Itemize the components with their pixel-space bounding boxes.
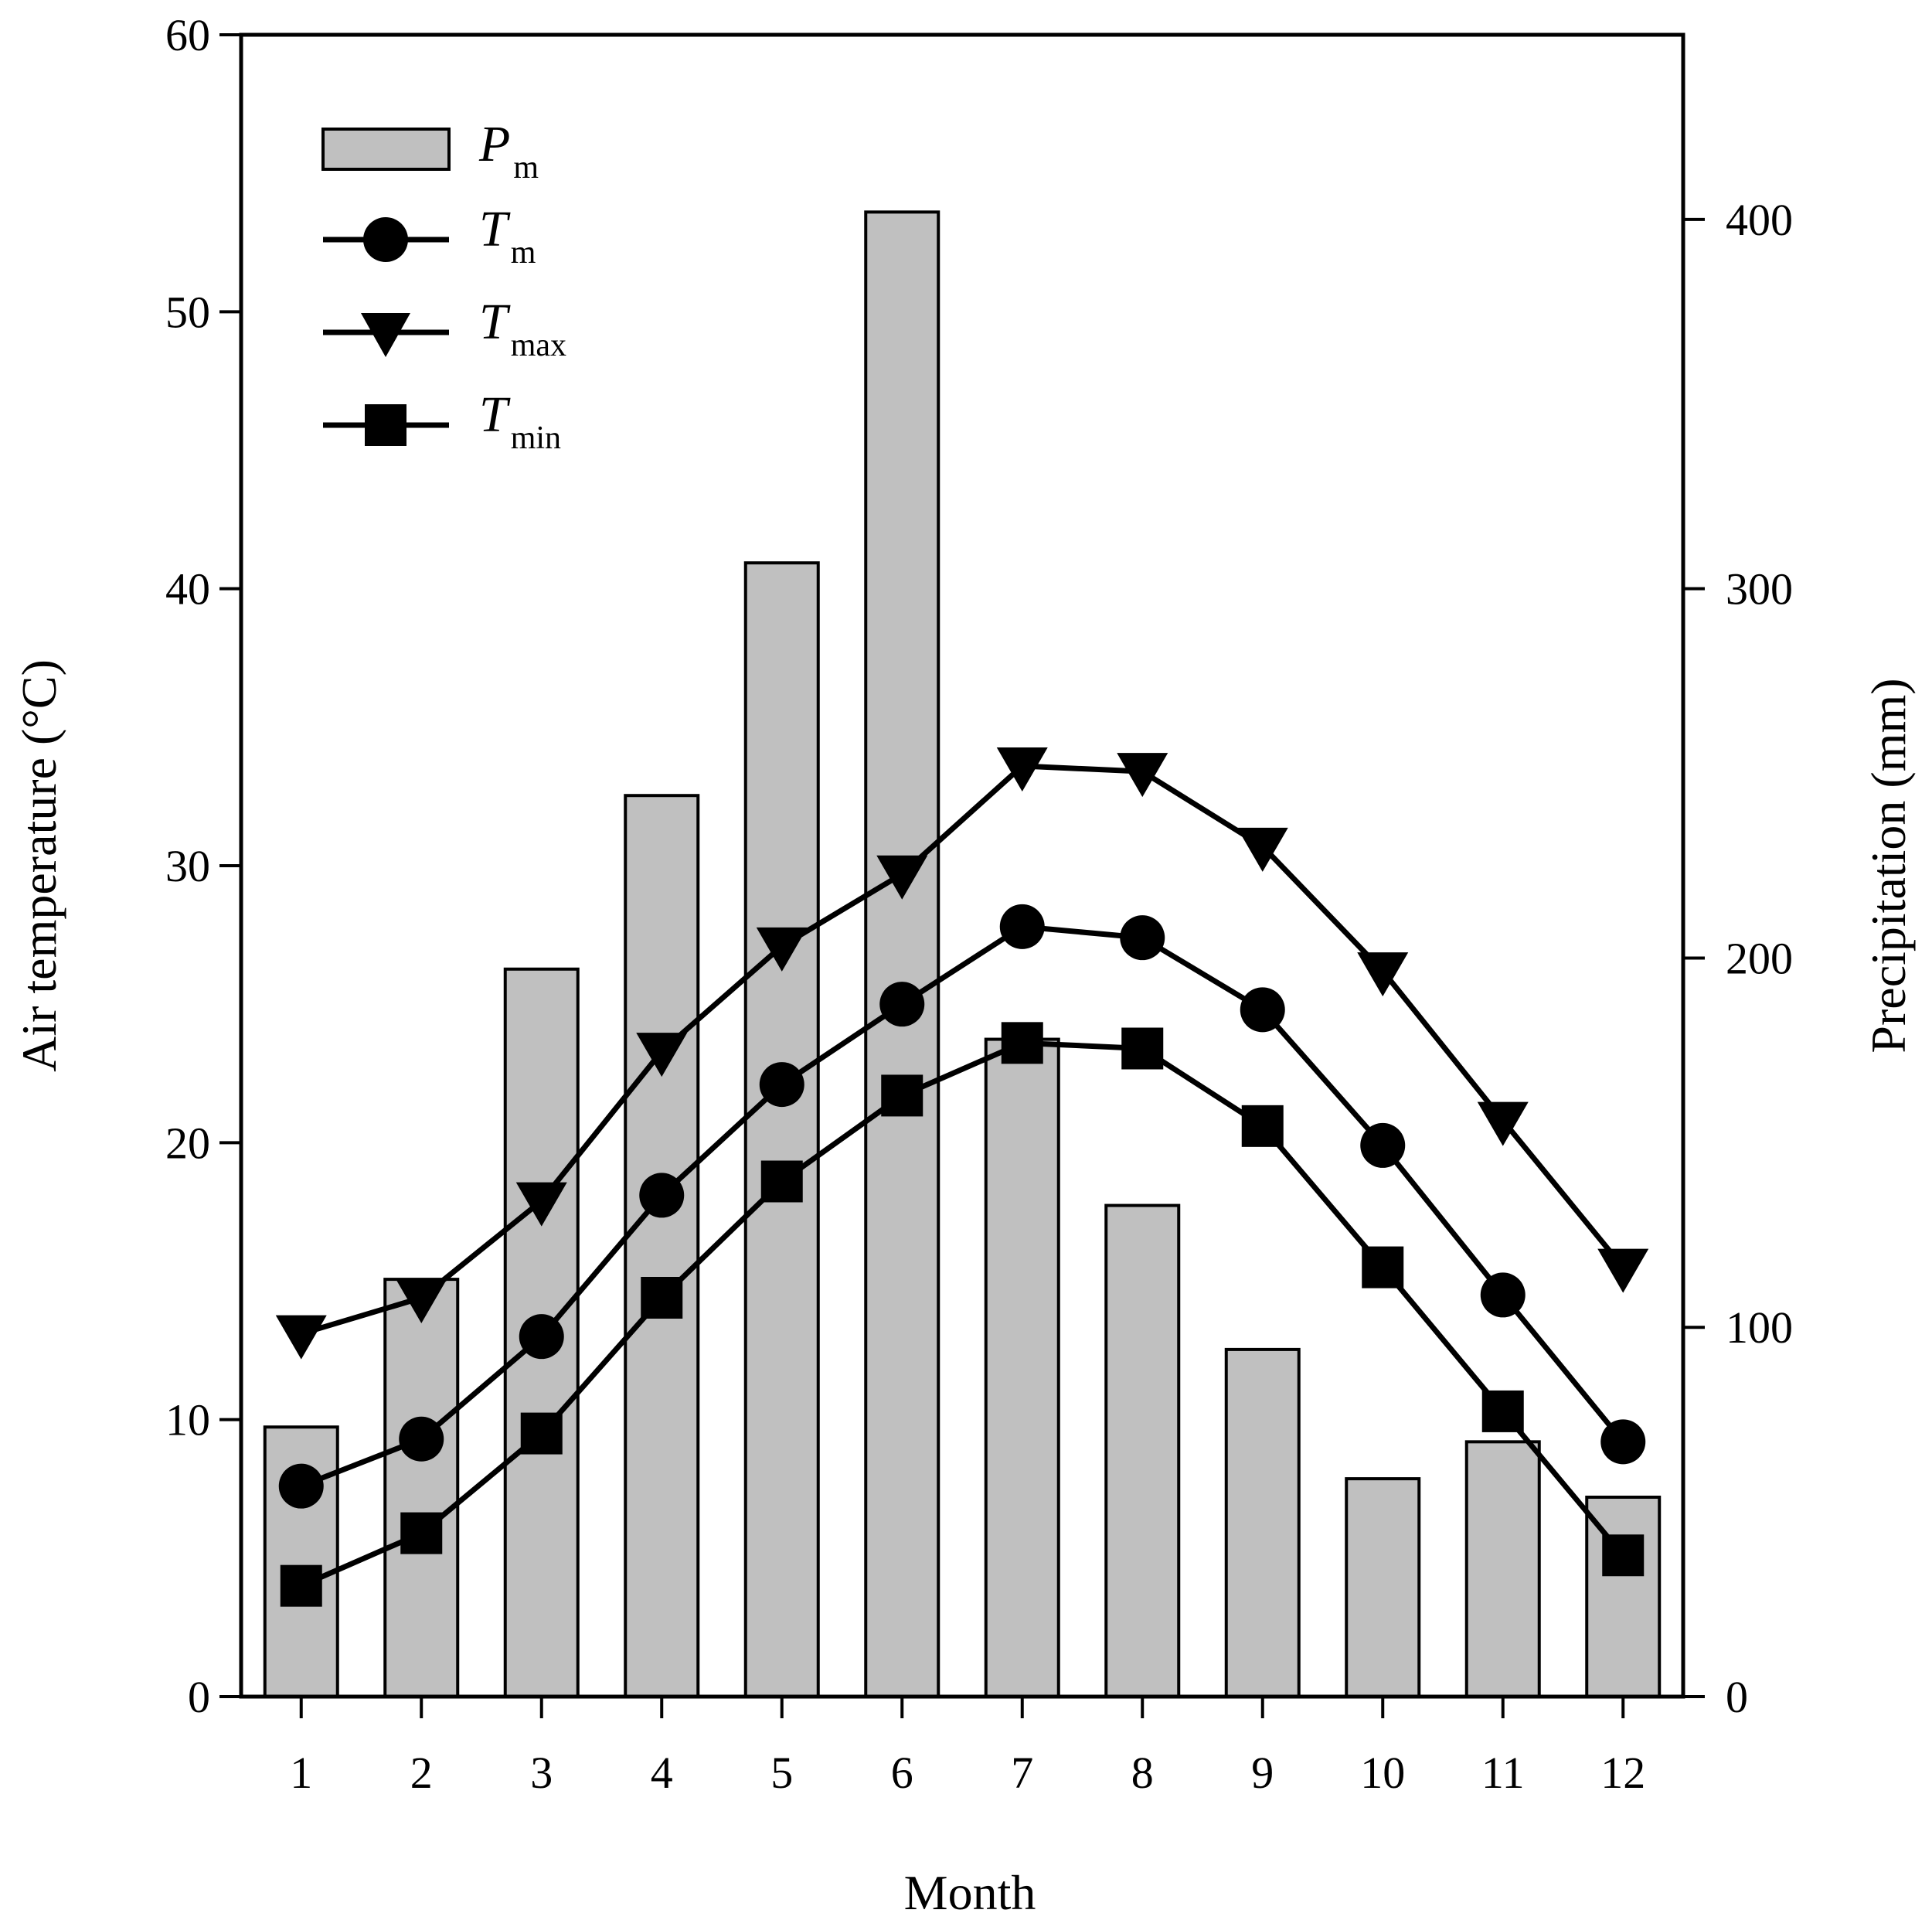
x-tick-label-3: 3 [530,1748,553,1798]
marker-tmax-month-3 [515,1182,567,1227]
marker-tmin-month-11 [1481,1390,1524,1432]
marker-tmax-month-12 [1597,1248,1649,1293]
x-tick-label-4: 4 [651,1748,673,1798]
bar-pm-month-9 [1224,1347,1301,1699]
x-tick-label-11: 11 [1481,1748,1525,1798]
bars-layer [263,210,1662,1699]
marker-tmax-month-1 [275,1315,327,1360]
right-tick-label-200: 200 [1726,933,1793,983]
legend-swatch-pm [321,128,451,171]
marker-tmin-month-5 [760,1160,803,1203]
left-tick-label-50: 50 [165,287,210,337]
axes-layer: 1 2 3 4 5 6 7 8 9 10 11 120102030405060010020030040… [165,10,1793,1798]
legend-marker-tmin [365,404,406,446]
marker-tm-month-10 [1360,1122,1406,1168]
legend-marker-tm [363,217,408,262]
legend-marker-tmax [361,313,410,357]
x-tick-label-6: 6 [891,1748,913,1798]
marker-tm-month-2 [399,1416,444,1462]
x-tick-label-2: 2 [410,1748,433,1798]
bar-pm-month-2 [383,1278,460,1698]
x-tick-label-5: 5 [770,1748,793,1798]
left-tick-label-30: 30 [165,841,210,891]
bar-pm-month-10 [1345,1477,1421,1698]
marker-tm-month-4 [639,1173,685,1218]
bar-pm-month-6 [864,210,940,1698]
marker-tm-month-9 [1240,987,1285,1033]
right-tick-label-400: 400 [1726,195,1793,245]
legend-label-tmin: Tmin [479,386,561,456]
marker-tm-month-8 [1120,915,1165,961]
left-tick-label-40: 40 [165,564,210,614]
legend: Pm Tm Tmax Tmin [321,116,566,456]
marker-tm-month-1 [278,1463,324,1509]
x-axis-title: Month [904,1865,1036,1920]
bar-pm-month-5 [743,561,820,1699]
left-tick-label-20: 20 [165,1118,210,1168]
x-tick-label-12: 12 [1600,1748,1645,1798]
bar-pm-month-8 [1104,1203,1181,1698]
right-axis-title: Precipitation (mm) [1861,678,1916,1053]
marker-tmax-month-4 [636,1033,688,1077]
marker-tmax-month-10 [1357,952,1409,997]
legend-label-tm: Tm [479,201,536,271]
marker-tmax-month-6 [876,855,928,900]
marker-tm-month-11 [1480,1272,1526,1318]
marker-tm-month-6 [879,982,925,1027]
x-tick-label-7: 7 [1011,1748,1033,1798]
marker-tmin-month-12 [1602,1534,1645,1577]
marker-tmin-month-9 [1241,1105,1284,1147]
marker-tmin-month-4 [641,1277,683,1319]
x-tick-label-1: 1 [290,1748,312,1798]
left-tick-label-60: 60 [165,10,210,60]
marker-tm-month-3 [519,1314,564,1360]
left-tick-label-10: 10 [165,1395,210,1445]
marker-tm-month-12 [1600,1419,1646,1465]
left-tick-label-0: 0 [188,1672,210,1722]
line-tm [300,924,1625,1489]
marker-tmin-month-3 [520,1412,563,1455]
x-tick-label-9: 9 [1251,1748,1274,1798]
left-axis-title: Air temperature (°C) [12,659,66,1072]
marker-tmin-month-2 [400,1512,443,1554]
marker-tmax-month-11 [1477,1101,1529,1146]
marker-tmax-month-5 [756,927,808,972]
marker-tmax-month-2 [396,1279,447,1323]
marker-tmin-month-10 [1362,1246,1404,1289]
line-tmin [300,1040,1625,1588]
bar-pm-month-7 [984,1037,1060,1698]
right-tick-label-0: 0 [1726,1672,1748,1722]
legend-label-tmax: Tmax [479,294,566,363]
bar-pm-month-11 [1464,1440,1541,1699]
x-tick-label-8: 8 [1131,1748,1154,1798]
bar-pm-month-4 [624,794,700,1698]
line-tmax [300,763,1625,1336]
marker-tm-month-7 [999,904,1045,949]
legend-label-pm: Pm [478,116,539,186]
marker-tmin-month-6 [881,1074,923,1117]
marker-tm-month-5 [759,1062,804,1108]
right-tick-label-300: 300 [1726,564,1793,614]
marker-tmin-month-8 [1121,1027,1164,1070]
marker-tmax-month-9 [1236,827,1288,872]
marker-tmin-month-1 [280,1564,322,1607]
marker-tmin-month-7 [1001,1022,1043,1064]
x-tick-label-10: 10 [1360,1748,1405,1798]
marker-tmax-month-8 [1117,753,1168,798]
right-tick-label-100: 100 [1726,1302,1793,1353]
lines-layer [275,747,1649,1607]
marker-tmax-month-7 [996,747,1048,791]
